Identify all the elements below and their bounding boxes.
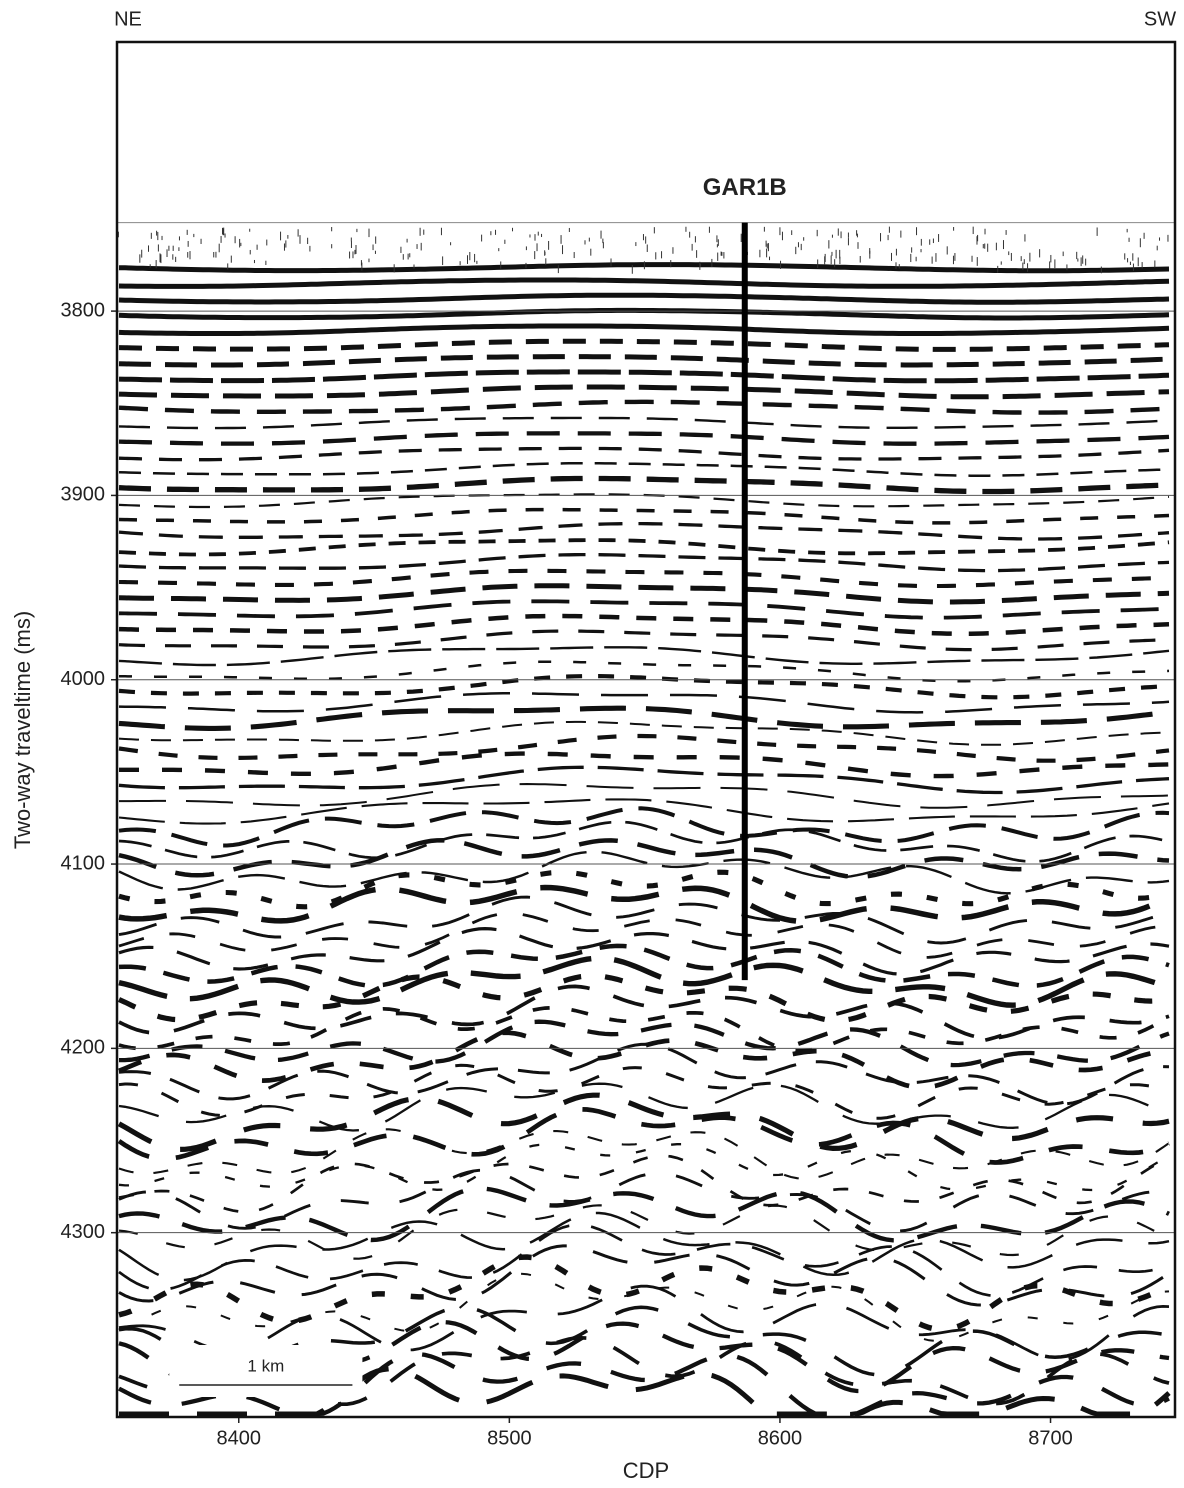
reflector [118,720,1170,746]
reflector [118,895,1170,945]
reflector [118,338,1170,352]
reflector [117,1106,1170,1165]
reflector [118,1186,1170,1243]
reflector [118,493,1170,509]
reflector [118,521,1170,541]
x-axis-label: CDP [623,1458,669,1483]
y-tick-label: 3800 [61,299,106,321]
reflector [118,955,1170,1008]
reflector [118,369,1170,384]
reflector [118,462,1170,477]
reflector [118,705,1170,731]
x-tick-label: 8400 [217,1427,262,1449]
x-tick-label: 8600 [758,1427,803,1449]
reflector [118,1168,1170,1233]
reflector [118,307,1170,321]
reflector [118,1284,1170,1362]
reflector [118,1063,1170,1120]
reflector [118,820,1170,863]
reflector [118,838,1170,880]
reflector [119,1019,1170,1068]
reflector [118,660,1170,683]
reflector [118,1272,1170,1342]
reflector [118,1351,1170,1417]
reflector [118,798,1170,825]
reflector [118,884,1171,925]
reflector [118,277,1170,289]
reflector [118,354,1170,368]
y-tick-label: 4100 [61,852,106,874]
reflector [118,1223,1170,1297]
reflector [118,850,1170,895]
reflector [118,431,1170,446]
reflector [118,583,1170,605]
reflector [117,1092,1170,1153]
reflector [118,507,1170,525]
reflector [118,984,1170,1041]
reflector [118,538,1170,557]
reflector [118,613,1170,636]
reflector [118,568,1170,589]
reflector [118,446,1170,462]
reflector [118,599,1170,620]
x-tick-label: 8500 [487,1427,532,1449]
reflector [118,629,1170,652]
reflector [118,1042,1170,1106]
reflector [119,782,1170,809]
y-tick-label: 4200 [61,1037,106,1059]
reflector [118,1143,1170,1192]
reflector [118,692,1170,714]
reflector [118,1254,1170,1333]
reflector [118,1154,1170,1214]
corner-label: NE [114,8,142,30]
y-tick-label: 4000 [61,668,106,690]
reflector [118,399,1170,415]
reflector [118,1082,1170,1132]
reflector [118,1128,1170,1180]
y-tick-label: 4300 [61,1221,106,1243]
scale-bar-bg [169,1345,363,1397]
reflector [118,416,1170,430]
reflector [118,323,1170,336]
reflector [119,1366,1171,1417]
corner-label: SW [1144,8,1176,30]
reflector [118,1030,1170,1090]
reflector [118,926,1170,976]
x-tick-label: 8700 [1028,1427,1073,1449]
reflector [118,646,1170,667]
seismic-reflections [117,226,1171,1417]
reflector [118,806,1170,848]
reflector [118,1211,1170,1282]
plot-frame [115,40,1177,1419]
reflector [118,1005,1170,1053]
reflector [118,1204,1170,1260]
reflector [118,292,1170,305]
reflector [119,751,1170,779]
reflector [118,552,1170,573]
reflector [118,475,1170,495]
well-label: GAR1B [703,174,787,201]
reflector [118,384,1170,400]
y-axis-label: Two-way traveltime (ms) [10,611,35,849]
reflector [118,674,1170,700]
reflector [118,912,1170,959]
reflector [118,733,1170,763]
y-tick-label: 3900 [61,484,106,506]
reflector [118,765,1170,795]
scale-bar-label: 1 km [247,1356,284,1375]
reflector [117,973,1170,1024]
reflector [118,943,1170,989]
